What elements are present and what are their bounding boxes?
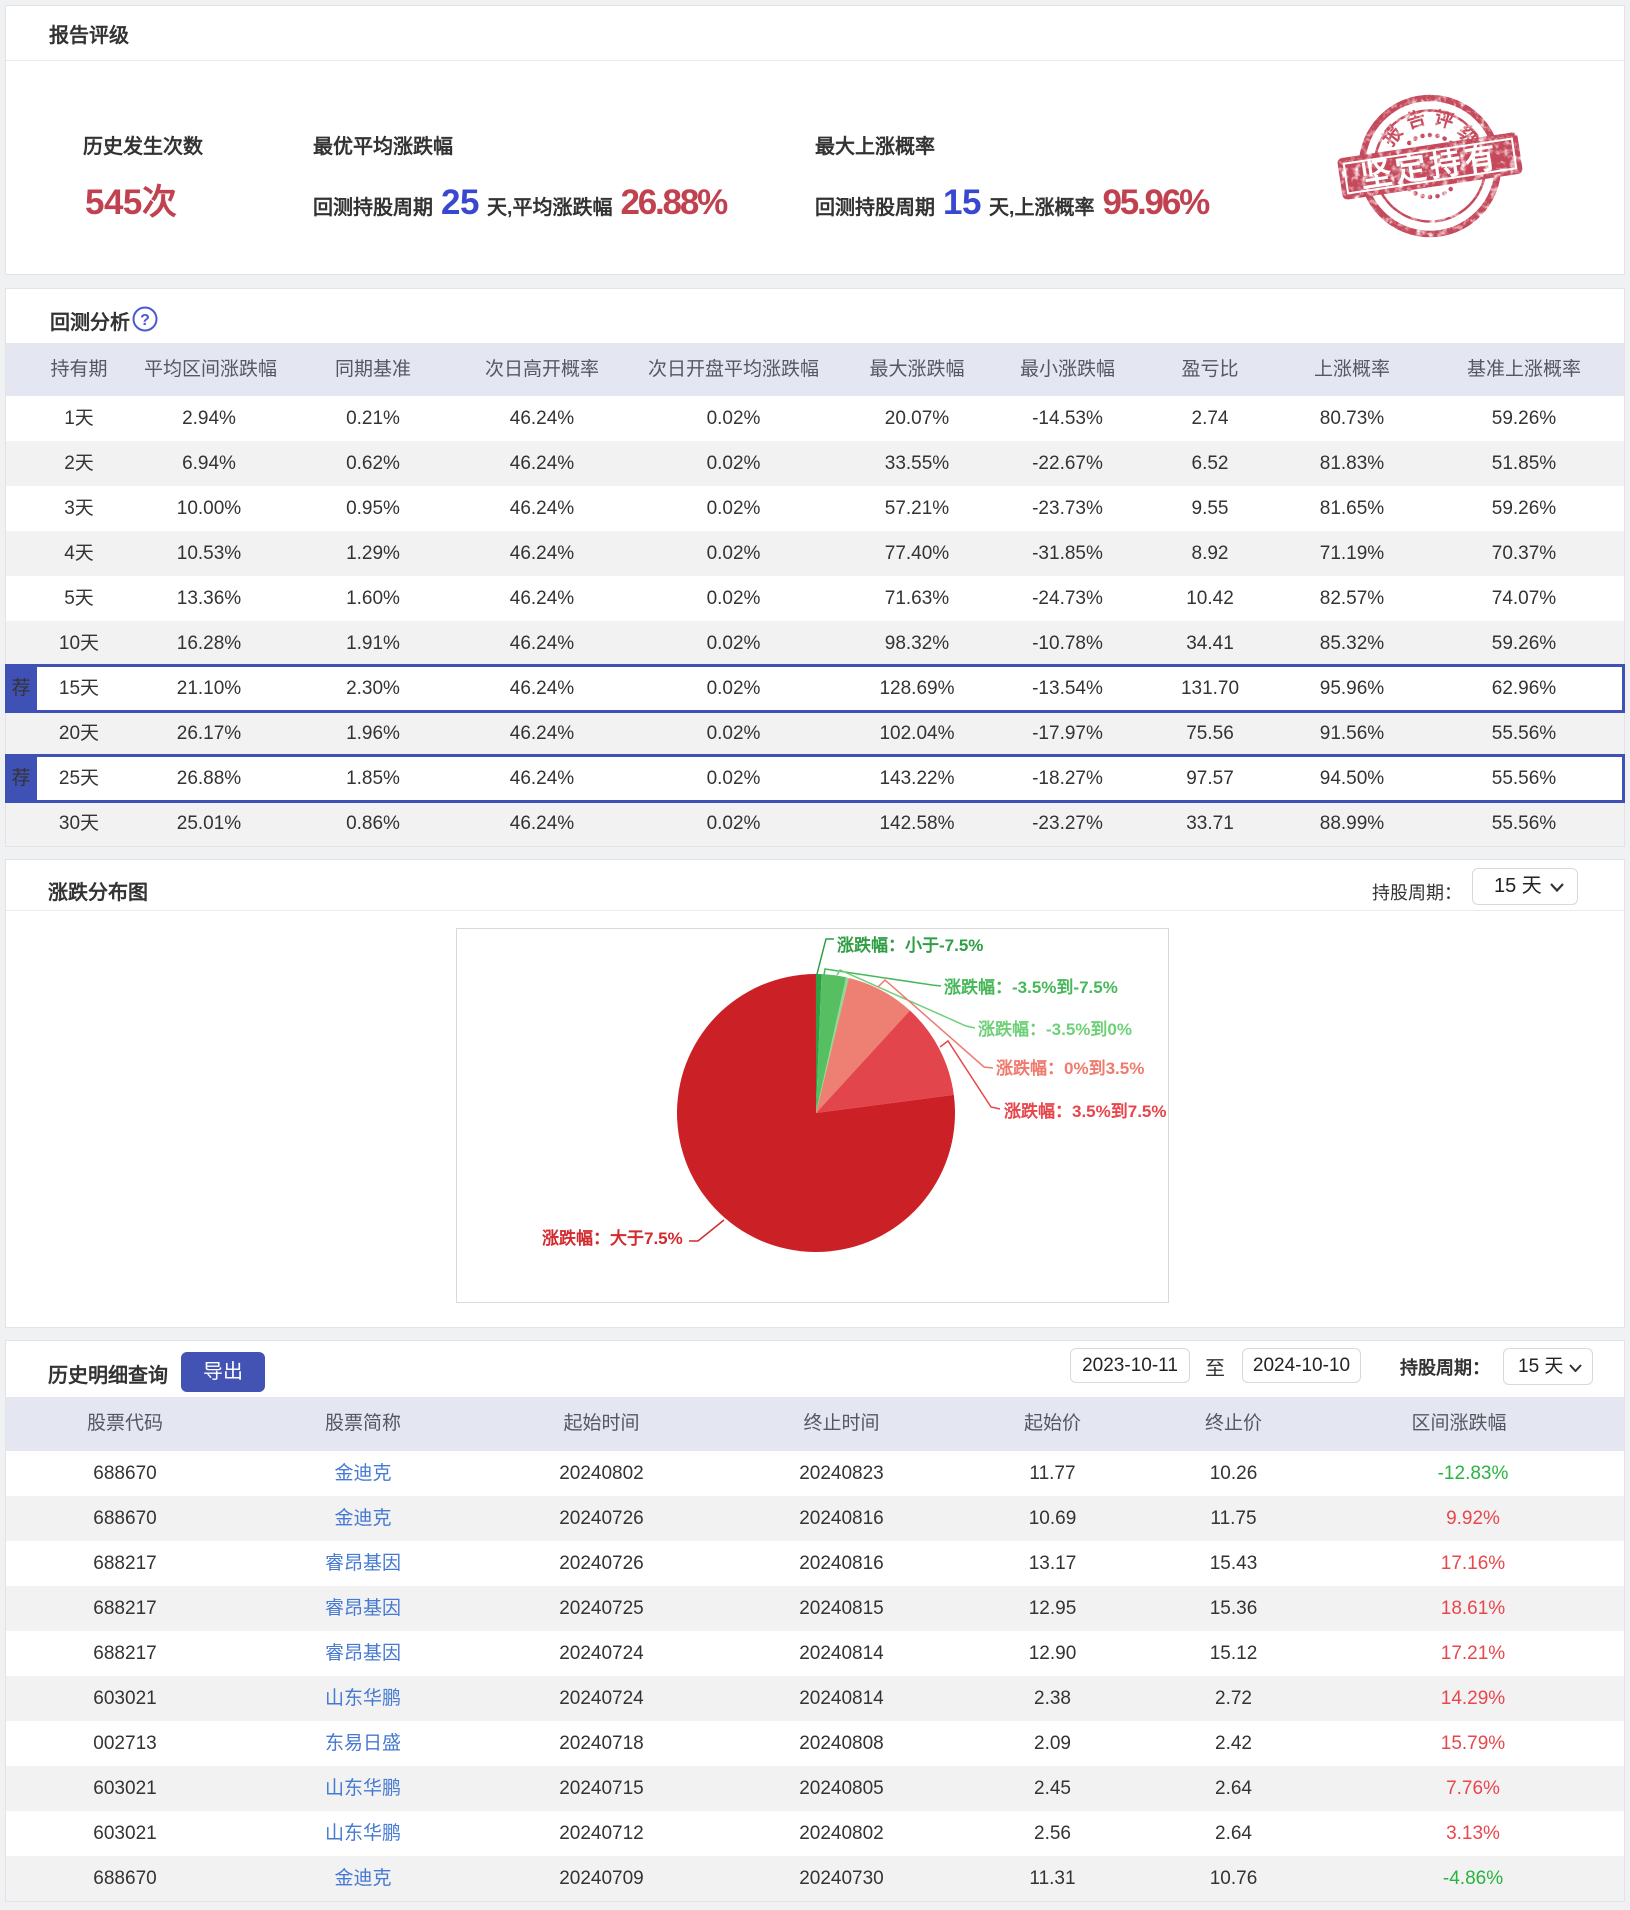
svg-text:涨跌幅：大于7.5%: 涨跌幅：大于7.5%: [542, 1228, 683, 1248]
svg-text:?: ?: [140, 312, 150, 329]
svg-text:涨跌幅：-3.5%到0%: 涨跌幅：-3.5%到0%: [978, 1019, 1132, 1039]
svg-text:报: 报: [1377, 121, 1407, 150]
svg-text:涨跌幅：小于-7.5%: 涨跌幅：小于-7.5%: [837, 935, 983, 955]
svg-text:涨跌幅：3.5%到7.5%: 涨跌幅：3.5%到7.5%: [1004, 1101, 1167, 1121]
svg-text:涨跌幅：0%到3.5%: 涨跌幅：0%到3.5%: [996, 1058, 1144, 1078]
svg-text:涨跌幅：-3.5%到-7.5%: 涨跌幅：-3.5%到-7.5%: [944, 977, 1118, 997]
